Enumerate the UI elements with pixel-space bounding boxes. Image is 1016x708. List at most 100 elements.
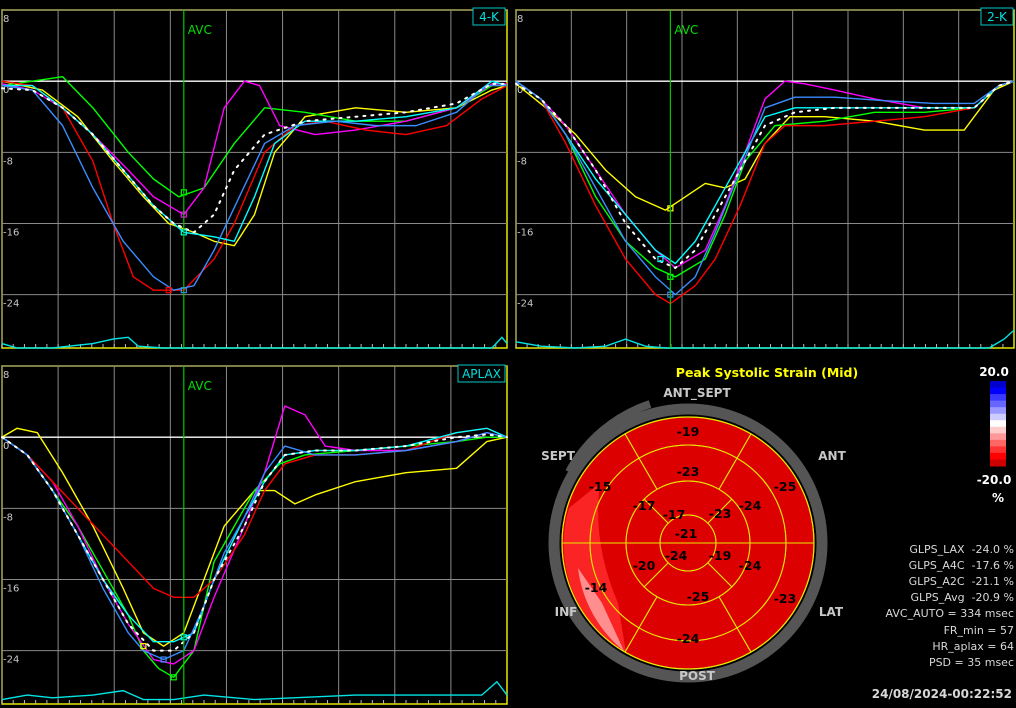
label-lat: LAT bbox=[819, 605, 844, 619]
y-tick-label: 0 bbox=[3, 85, 9, 96]
y-tick-label: -16 bbox=[517, 227, 533, 238]
segment-strain-curve bbox=[1, 80, 508, 291]
bullseye-segments bbox=[561, 416, 815, 670]
avc-label: AVC bbox=[188, 379, 212, 393]
strain-curves bbox=[1, 76, 508, 291]
scale-swatch bbox=[990, 459, 1006, 467]
y-tick-label: -8 bbox=[3, 512, 13, 523]
view-label: APLAX bbox=[462, 367, 501, 381]
stat-avc-auto: AVC_AUTO = 334 msec bbox=[886, 607, 1014, 620]
scale-swatch bbox=[990, 381, 1006, 389]
mid-segment-value: -20 bbox=[633, 558, 656, 573]
y-tick-labels: 8 0 -8 -16 -24 bbox=[3, 370, 19, 666]
mid-segment-value: -24 bbox=[739, 498, 762, 513]
stat-hr-aplax: HR_aplax = 64 bbox=[932, 640, 1014, 653]
segment-strain-curve bbox=[1, 405, 508, 665]
segment-strain-curve bbox=[1, 84, 507, 291]
scale-bar bbox=[990, 381, 1006, 467]
scale-swatch bbox=[990, 413, 1006, 421]
basal-segment-value: -19 bbox=[677, 424, 700, 439]
label-ant: ANT bbox=[818, 449, 846, 463]
scale-swatch bbox=[990, 394, 1006, 402]
strain-curves bbox=[1, 405, 508, 679]
scale-swatch bbox=[990, 420, 1006, 428]
bullseye-values: -19-25-23-24-14-15-23-24-24-25-20-17-23-… bbox=[585, 424, 797, 646]
y-tick-label: 0 bbox=[517, 85, 523, 96]
segment-strain-curve bbox=[515, 80, 1015, 265]
panel-frame bbox=[1, 365, 508, 705]
y-tick-label: -16 bbox=[3, 227, 19, 238]
y-tick-label: 8 bbox=[3, 14, 9, 25]
view-label: 4-K bbox=[479, 10, 500, 24]
panel-frame bbox=[515, 9, 1015, 349]
segment-strain-curve bbox=[515, 80, 1015, 278]
apical-segment-value: -23 bbox=[709, 506, 732, 521]
strain-shading bbox=[578, 568, 624, 651]
label-ant-sept: ANT_SEPT bbox=[663, 386, 731, 401]
segment-strain-curve bbox=[1, 427, 508, 647]
average-strain-curve bbox=[1, 433, 508, 652]
stat-glps-a4c: GLPS_A4C -17.6 % bbox=[909, 559, 1014, 572]
panel-grid bbox=[515, 9, 1014, 348]
y-tick-label: 0 bbox=[3, 441, 9, 452]
scale-swatch bbox=[990, 439, 1006, 447]
view-label-box bbox=[472, 7, 506, 26]
scale-swatch bbox=[990, 407, 1006, 415]
bullseye-outer-ring bbox=[548, 403, 828, 683]
color-scale: 20.0 -20.0 % bbox=[977, 365, 1012, 505]
label-inf: INF bbox=[555, 605, 578, 619]
ecg-trace bbox=[515, 329, 1015, 349]
peak-marker bbox=[165, 287, 172, 294]
y-tick-label: -24 bbox=[3, 299, 19, 310]
apex-value: -21 bbox=[675, 526, 698, 541]
y-tick-label: -8 bbox=[3, 156, 13, 167]
basal-segment-value: -24 bbox=[677, 631, 700, 646]
apical-segment-value: -19 bbox=[709, 548, 732, 563]
mid-segment-value: -25 bbox=[687, 589, 710, 604]
scale-swatch bbox=[990, 426, 1006, 434]
avc-label: AVC bbox=[674, 23, 698, 37]
ecg-line bbox=[515, 329, 1015, 349]
y-tick-label: -24 bbox=[517, 299, 533, 310]
stat-glps-avg: GLPS_Avg -20.9 % bbox=[910, 591, 1014, 604]
label-post: POST bbox=[679, 669, 716, 683]
stat-glps-lax: GLPS_LAX -24.0 % bbox=[909, 543, 1014, 556]
basal-segment-value: -23 bbox=[774, 591, 797, 606]
scale-swatch bbox=[990, 446, 1006, 454]
ecg-line bbox=[1, 680, 508, 701]
panel-grid bbox=[1, 365, 507, 704]
ecg-trace bbox=[1, 336, 508, 349]
stat-glps-a2c: GLPS_A2C -21.1 % bbox=[909, 575, 1014, 588]
timestamp: 24/08/2024-00:22:52 bbox=[872, 687, 1012, 701]
strain-panel-2k: 8 0 -8 -16 -24 AVC 2-K bbox=[515, 7, 1015, 349]
peak-marker bbox=[140, 643, 147, 650]
scale-swatch bbox=[990, 433, 1006, 441]
y-tick-label: 8 bbox=[3, 370, 9, 381]
scale-swatch bbox=[990, 452, 1006, 460]
scale-min-label: -20.0 bbox=[977, 473, 1012, 487]
segment-strain-curve bbox=[2, 80, 508, 242]
stats-list: GLPS_LAX -24.0 % GLPS_A4C -17.6 % GLPS_A… bbox=[886, 543, 1014, 669]
y-tick-labels: 8 0 -8 -16 -24 bbox=[3, 14, 19, 310]
stat-fr-min: FR_min = 57 bbox=[944, 624, 1014, 637]
label-sept: SEPT bbox=[541, 449, 576, 463]
mid-segment-value: -23 bbox=[677, 464, 700, 479]
segment-strain-curve bbox=[1, 80, 508, 247]
apical-segment-value: -24 bbox=[665, 548, 688, 563]
scale-swatch bbox=[990, 400, 1006, 408]
scale-max-label: 20.0 bbox=[979, 365, 1009, 379]
y-tick-label: -16 bbox=[3, 583, 19, 594]
bullseye-plot: Peak Systolic Strain (Mid) -19-25-23-24-… bbox=[541, 365, 858, 683]
apical-segment-value: -17 bbox=[663, 507, 686, 522]
y-tick-label: -8 bbox=[517, 156, 527, 167]
panel-grid bbox=[1, 9, 507, 348]
segment-strain-curve bbox=[515, 80, 1015, 296]
view-label: 2-K bbox=[987, 10, 1008, 24]
strain-panel-aplax: 8 0 -8 -16 -24 AVC APLAX bbox=[1, 364, 508, 705]
strain-shading bbox=[563, 483, 626, 653]
stat-psd: PSD = 35 msec bbox=[929, 656, 1014, 669]
basal-segment-value: -25 bbox=[774, 479, 797, 494]
view-label-box bbox=[457, 364, 506, 383]
basal-segment-value: -15 bbox=[589, 479, 612, 494]
